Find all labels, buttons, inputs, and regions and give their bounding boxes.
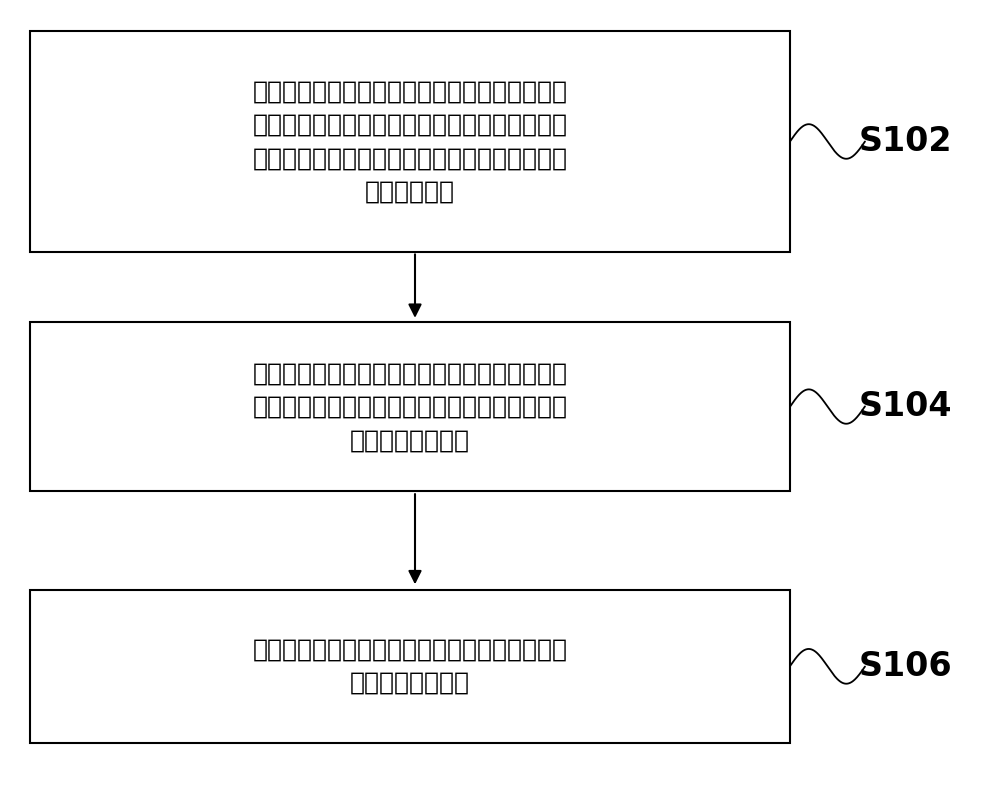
Text: 构建柔性机器人模型和屚性机器人模型，其中，
柔性机器人模型对应于目标机器人各关节的柔性
数值，屚性机器人模型对应于目标机器人各零部
件的屚性参数: 构建柔性机器人模型和屚性机器人模型，其中， 柔性机器人模型对应于目标机器人各关节… [253,79,568,204]
Text: 求取两条运行线路之间的偏差路段，以确定目标
机器人的轨迹精度: 求取两条运行线路之间的偏差路段，以确定目标 机器人的轨迹精度 [253,637,568,695]
Bar [30,322,790,491]
Text: S106: S106 [858,650,952,683]
Text: S102: S102 [858,125,952,158]
Bar [30,31,790,252]
Text: 分别使用柔性机器人模型和屚性机器人模型控制
目标机器人沿着预先确定的目标运行轨迹运行，
得到两条运行线路: 分别使用柔性机器人模型和屚性机器人模型控制 目标机器人沿着预先确定的目标运行轨迹… [253,362,568,452]
Text: S104: S104 [858,390,952,423]
Bar [30,590,790,743]
